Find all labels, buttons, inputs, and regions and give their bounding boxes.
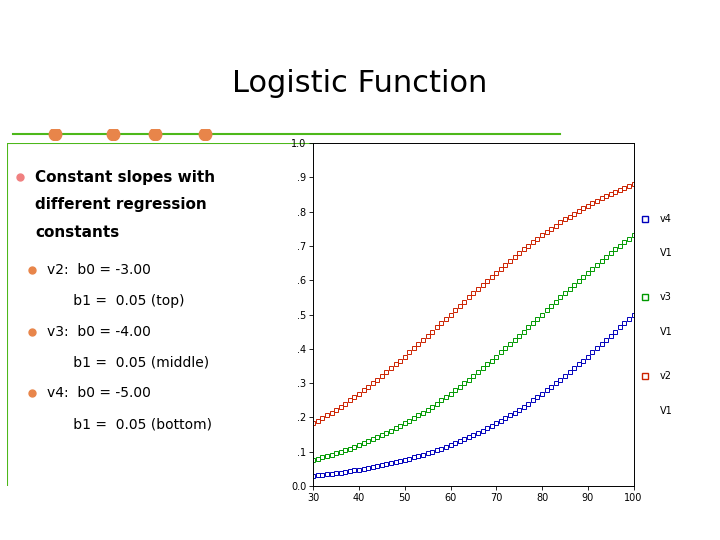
Text: constants: constants [35, 225, 120, 240]
Text: v3: v3 [660, 292, 672, 302]
Text: Logistic Function: Logistic Function [233, 69, 487, 98]
Text: b1 =  0.05 (middle): b1 = 0.05 (middle) [48, 355, 210, 369]
Text: different regression: different regression [35, 197, 207, 212]
Text: v4:  b0 = -5.00: v4: b0 = -5.00 [48, 387, 151, 401]
Text: V1: V1 [660, 248, 672, 258]
Text: b1 =  0.05 (top): b1 = 0.05 (top) [48, 294, 185, 308]
Text: v2:  b0 = -3.00: v2: b0 = -3.00 [48, 263, 151, 277]
Text: v2: v2 [660, 372, 672, 381]
Text: v3:  b0 = -4.00: v3: b0 = -4.00 [48, 325, 151, 339]
Text: b1 =  0.05 (bottom): b1 = 0.05 (bottom) [48, 417, 212, 431]
Text: V1: V1 [660, 327, 672, 337]
Text: V1: V1 [660, 406, 672, 416]
Text: v4: v4 [660, 213, 672, 224]
Text: Constant slopes with: Constant slopes with [35, 170, 215, 185]
